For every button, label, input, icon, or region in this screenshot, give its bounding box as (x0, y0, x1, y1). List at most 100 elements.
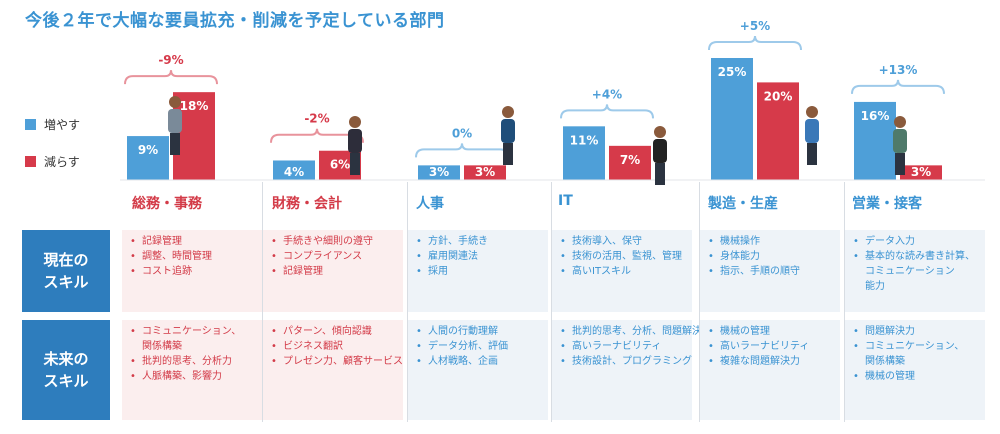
skill-item: 人脈構築、影響力 (130, 369, 262, 384)
future-skills-3: 批判的思考、分析、問題解決 高いラーナビリティ 技術設計、プログラミング (552, 320, 702, 420)
page-title: 今後２年で大幅な要員拡充・削減を予定している部門 (25, 11, 445, 31)
net-change-label-2: 0% (452, 126, 472, 140)
future-skills-4: 機械の管理 高いラーナビリティ 複雑な問題解決力 (700, 320, 840, 420)
bar-label-decrease-3: 7% (620, 153, 640, 167)
skill-item: 指示、手順の順守 (708, 264, 840, 279)
skill-item: 人間の行動理解 (416, 324, 548, 339)
skill-item: ビジネス翻訳 (271, 339, 403, 354)
dept-label-1: 財務・会計 (272, 196, 342, 212)
skill-item: 機械の管理 (853, 369, 985, 384)
skill-item: データ分析、評価 (416, 339, 548, 354)
skill-item: 身体能力 (708, 249, 840, 264)
current-skills-4: 機械操作 身体能力 指示、手順の順守 (700, 230, 840, 312)
current-skills-3: 技術導入、保守 技術の活用、監視、管理 高いITスキル (552, 230, 692, 312)
net-change-brace-3 (560, 104, 654, 119)
net-change-label-3: +4% (592, 87, 622, 101)
bar-label-increase-2: 3% (429, 165, 449, 179)
future-skills-0: コミュニケーション、 関係構築 批判的思考、分析力 人脈構築、影響力 (122, 320, 262, 420)
bar-increase-4 (711, 58, 753, 180)
bar-decrease-3 (609, 145, 651, 180)
column-divider (262, 182, 263, 422)
net-change-label-1: -2% (304, 112, 329, 126)
net-change-label-5: +13% (879, 63, 918, 77)
skill-item: 高いITスキル (560, 264, 692, 279)
column-divider (551, 182, 552, 422)
net-change-label-0: -9% (158, 53, 183, 67)
current-skills-1: 手続きや細則の遵守 コンプライアンス 記録管理 (263, 230, 403, 312)
skill-item: コスト追跡 (130, 264, 262, 279)
bar-label-decrease-5: 3% (911, 165, 931, 179)
bar-increase-2 (418, 165, 460, 180)
bar-label-increase-4: 25% (718, 65, 747, 79)
net-change-brace-2 (415, 143, 509, 158)
current-skills-2: 方針、手続き 雇用関連法 採用 (408, 230, 548, 312)
bar-label-decrease-2: 3% (475, 165, 495, 179)
bar-label-increase-3: 11% (570, 133, 599, 147)
skill-item: 問題解決力 (853, 324, 985, 339)
skill-item: 機械の管理 (708, 324, 840, 339)
net-change-brace-4 (708, 35, 802, 51)
bar-decrease-4 (757, 82, 799, 180)
skill-item: 記録管理 (271, 264, 403, 279)
bar-label-increase-0: 9% (138, 143, 158, 157)
dept-label-4: 製造・生産 (708, 196, 778, 212)
skill-item: 高いラーナビリティ (560, 339, 692, 354)
skill-item: コンプライアンス (271, 249, 403, 264)
bar-increase-5 (854, 101, 896, 180)
skill-item: 批判的思考、分析、問題解決 (560, 324, 702, 339)
future-skills-1: パターン、傾向認識 ビジネス翻訳 プレゼン力、顧客サービス (263, 320, 403, 420)
skill-item: 高いラーナビリティ (708, 339, 840, 354)
person-illustration-icon (893, 116, 907, 175)
person-illustration-icon (348, 116, 362, 175)
dept-label-2: 人事 (416, 196, 444, 212)
skill-item: コミュニケーション、 関係構築 (130, 324, 262, 354)
skill-item: 記録管理 (130, 234, 262, 249)
bar-increase-1 (273, 160, 315, 180)
skill-item: 技術導入、保守 (560, 234, 692, 249)
bar-label-increase-1: 4% (284, 165, 304, 179)
legend-increase: 増やす (25, 116, 80, 133)
person-illustration-icon (805, 106, 819, 165)
skill-item: 雇用関連法 (416, 249, 548, 264)
dept-label-0: 総務・事務 (132, 196, 202, 212)
column-divider (407, 182, 408, 422)
column-divider (844, 182, 845, 422)
skill-item: 手続きや細則の遵守 (271, 234, 403, 249)
dept-label-5: 営業・接客 (852, 196, 922, 212)
skill-item: 方針、手続き (416, 234, 548, 249)
legend-label-increase: 増やす (44, 118, 81, 132)
net-change-brace-5 (851, 79, 945, 94)
row-label-future-skills: 未来の スキル (22, 320, 110, 420)
future-skills-2: 人間の行動理解 データ分析、評価 人材戦略、企画 (408, 320, 548, 420)
column-divider (699, 182, 700, 422)
bar-increase-0 (127, 136, 169, 180)
bar-decrease-2 (464, 165, 506, 180)
legend-swatch-increase (25, 119, 36, 130)
bar-increase-3 (563, 126, 605, 180)
legend-swatch-decrease (25, 156, 36, 167)
skill-item: 調整、時間管理 (130, 249, 262, 264)
person-illustration-icon (168, 96, 182, 155)
skill-item: 採用 (416, 264, 548, 279)
skill-item: 基本的な読み書き計算、 コミュニケーション 能力 (853, 249, 985, 294)
skill-item: 機械操作 (708, 234, 840, 249)
person-illustration-icon (501, 106, 515, 165)
bar-label-increase-5: 16% (861, 109, 890, 123)
legend-decrease: 減らす (25, 153, 80, 170)
skill-item: パターン、傾向認識 (271, 324, 403, 339)
row-label-current-skills: 現在の スキル (22, 230, 110, 312)
person-illustration-icon (653, 126, 667, 185)
skill-item: 複雑な問題解決力 (708, 354, 840, 369)
current-skills-0: 記録管理 調整、時間管理 コスト追跡 (122, 230, 262, 312)
bar-label-decrease-1: 6% (330, 158, 350, 172)
net-change-label-4: +5% (740, 19, 770, 33)
skill-item: 人材戦略、企画 (416, 354, 548, 369)
net-change-brace-0 (124, 70, 218, 85)
skill-item: 批判的思考、分析力 (130, 354, 262, 369)
dept-label-3: IT (558, 193, 573, 209)
skill-item: プレゼン力、顧客サービス (271, 354, 403, 369)
current-skills-5: データ入力 基本的な読み書き計算、 コミュニケーション 能力 (845, 230, 985, 312)
skill-item: 技術設計、プログラミング (560, 354, 692, 369)
future-skills-5: 問題解決力 コミュニケーション、 関係構築 機械の管理 (845, 320, 985, 420)
